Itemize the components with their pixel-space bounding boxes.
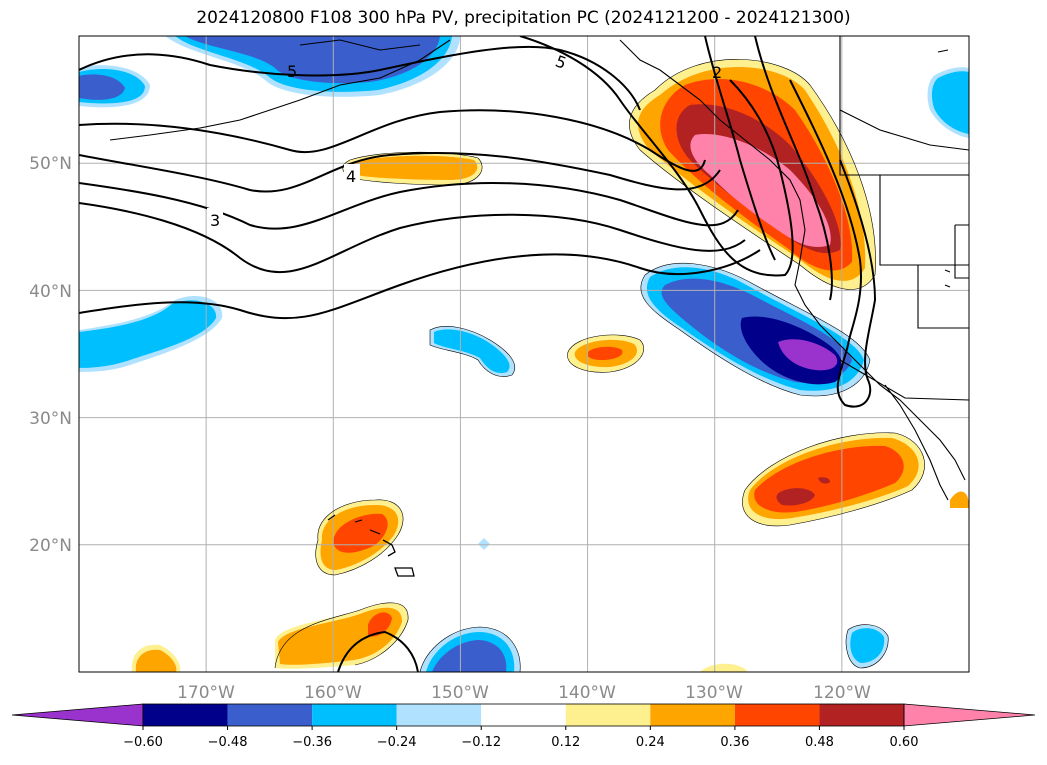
precip-blob-gulf: [342, 152, 483, 185]
lon-tick-label: 150°W: [431, 683, 489, 703]
colorbar-frame: [142, 703, 905, 727]
colorbar-swatch: [650, 704, 735, 726]
pv-contour-line: [79, 109, 706, 172]
colorbar-extend-min: [11, 703, 144, 727]
colorbar-tick-label: 0.24: [636, 735, 665, 750]
lon-tick-label: 140°W: [558, 683, 616, 703]
lon-tick-label: 130°W: [685, 683, 743, 703]
colorbar-tick-label: 0.12: [551, 735, 580, 750]
lat-tick-label: 50°N: [29, 154, 72, 174]
colorbar-swatch: [396, 704, 482, 726]
colorbar-swatch: [143, 704, 228, 726]
pv-label-3: 3: [210, 211, 220, 230]
colorbar-extend-max: [903, 703, 1036, 727]
colorbar-tick-label: −0.36: [292, 735, 332, 750]
precip-blob-canada: [927, 67, 969, 138]
precip-blob-central-pacific: [567, 334, 644, 373]
colorbar-tick-label: 0.36: [720, 735, 749, 750]
precip-blob-bottom-edge: [700, 663, 748, 672]
coastlines: [109, 36, 969, 577]
pv-label-5a: 5: [287, 62, 297, 81]
colorbar-swatch: [481, 704, 566, 726]
colorbar: −0.60 −0.48 −0.36 −0.24 −0.12 0.12 0.24 0.36 0.4…: [11, 703, 1036, 750]
pv-label-2: 2: [712, 63, 722, 82]
lon-tick-label: 170°W: [177, 683, 235, 703]
colorbar-swatch: [312, 704, 397, 726]
pv-contour-line: [79, 249, 761, 320]
pv-contour-line: [789, 79, 877, 408]
precip-blob-south: [420, 627, 521, 672]
colorbar-swatch: [565, 704, 651, 726]
precip-outlines: [274, 59, 925, 672]
pv-contour-line: [79, 182, 739, 230]
chart-title: 2024120800 F108 300 hPa PV, precipitatio…: [196, 8, 851, 28]
pv-contour-line: [754, 36, 833, 301]
colorbar-tick-label: −0.24: [377, 735, 417, 750]
lon-tick-label: 160°W: [304, 683, 362, 703]
precip-dot: [478, 538, 490, 550]
pv-contours: [79, 36, 877, 672]
precipitation-field: [79, 36, 969, 672]
lon-tick-label: 120°W: [813, 683, 871, 703]
colorbar-swatch: [734, 704, 820, 726]
colorbar-tick-label: −0.12: [461, 735, 501, 750]
precip-blob-corner: [131, 644, 181, 672]
colorbar-swatch: [227, 704, 313, 726]
precip-blob-hawaii: [315, 499, 404, 575]
precip-blob-bering: [79, 65, 150, 108]
precip-blob-socal: [640, 263, 870, 396]
pv-contour-line: [337, 630, 419, 672]
lat-tick-label: 30°N: [29, 409, 72, 429]
precip-blob-tropical-east: [846, 624, 889, 668]
lat-tick-labels: 20°N 30°N 40°N 50°N: [29, 154, 72, 556]
pv-labels: 3 4 5 5 2: [207, 51, 722, 230]
pv-label-4: 4: [346, 167, 356, 186]
lat-tick-label: 20°N: [29, 536, 72, 556]
lon-tick-labels: 170°W 160°W 150°W 140°W 130°W 120°W: [177, 683, 871, 703]
precip-blob-west: [79, 296, 223, 372]
colorbar-tick-label: −0.60: [123, 735, 163, 750]
pv-contour-line: [79, 202, 746, 274]
colorbar-tick-label: 0.48: [805, 735, 834, 750]
colorbar-swatch: [819, 704, 904, 726]
pv-contour-line: [519, 36, 794, 277]
colorbar-tick-label: −0.48: [208, 735, 248, 750]
pv-contour-line: [704, 36, 776, 261]
map-frame: [78, 35, 970, 673]
precip-blob-mid: [430, 326, 515, 377]
pv-contour-line: [79, 45, 641, 111]
precip-blob-south-positive: [275, 602, 409, 669]
lat-tick-label: 40°N: [29, 282, 72, 302]
colorbar-tick-label: 0.60: [890, 735, 919, 750]
gridlines: [79, 36, 969, 672]
pv-contour-line: [79, 151, 721, 193]
